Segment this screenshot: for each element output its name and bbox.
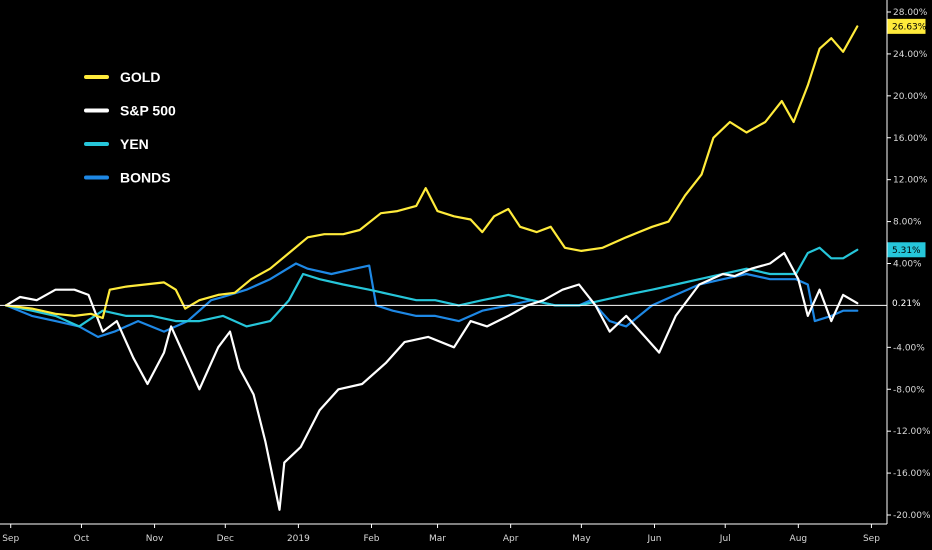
y-tick-label: -16.00% <box>893 469 931 479</box>
x-tick-label: Oct <box>74 534 90 544</box>
value-badge: 0.21% <box>887 295 926 311</box>
series-line-bonds <box>4 262 859 338</box>
y-tick-label: 20.00% <box>893 92 928 102</box>
value-badge-label: 5.31% <box>892 246 921 256</box>
legend-label-gold: GOLD <box>120 69 160 85</box>
y-tick-label: 12.00% <box>893 176 928 186</box>
value-badge-box <box>887 18 926 34</box>
series-line-s-p-500 <box>4 251 859 511</box>
y-tick-label: -20.00% <box>893 511 931 521</box>
x-tick-label: Dec <box>217 534 234 544</box>
y-tick-label: 16.00% <box>893 134 928 144</box>
x-tick-label: 2019 <box>287 534 310 544</box>
x-tick-label: Jul <box>719 534 731 544</box>
x-tick-label: Sep <box>2 534 19 544</box>
value-badge-box <box>887 242 926 258</box>
value-badge-box <box>887 295 926 311</box>
y-tick-label: 8.00% <box>893 218 922 228</box>
value-badge-label: 0.21% <box>892 299 921 309</box>
x-tick-label: Nov <box>146 534 164 544</box>
legend: GOLD S&P 500 YEN BONDS <box>84 69 176 186</box>
x-tick-label: Aug <box>790 534 808 544</box>
x-tick-label: Feb <box>364 534 380 544</box>
x-tick-label: May <box>572 534 591 544</box>
y-tick-label: 24.00% <box>893 50 928 60</box>
y-tick-label: 28.00% <box>893 8 928 18</box>
series-layer <box>4 25 859 511</box>
legend-label-yen: YEN <box>120 136 149 152</box>
value-badge-label: 26.63% <box>892 22 927 32</box>
value-badge: 26.63% <box>887 18 927 34</box>
y-tick-label: -4.00% <box>893 343 925 353</box>
series-line-yen <box>4 246 859 328</box>
legend-label-s-p-500: S&P 500 <box>120 103 176 119</box>
y-axis: 28.00% 24.00% 20.00% 16.00% 12.00% 8.00% 4.00%… <box>887 8 931 521</box>
x-axis: Sep Oct Nov Dec 2019 Feb Mar Apr May Jun Jul Aug Sep <box>2 524 880 544</box>
y-tick-label: -8.00% <box>893 385 925 395</box>
x-tick-label: Sep <box>863 534 880 544</box>
x-tick-label: Mar <box>429 534 446 544</box>
value-badge: 5.31% <box>887 242 926 258</box>
series-line-gold <box>4 25 859 320</box>
value-badges: 26.63% 5.31% 0.21% <box>887 18 927 311</box>
y-tick-label: -12.00% <box>893 427 931 437</box>
y-tick-label: 4.00% <box>893 260 922 270</box>
x-tick-label: Jun <box>646 534 661 544</box>
x-tick-label: Apr <box>503 534 519 544</box>
legend-label-bonds: BONDS <box>120 170 171 186</box>
